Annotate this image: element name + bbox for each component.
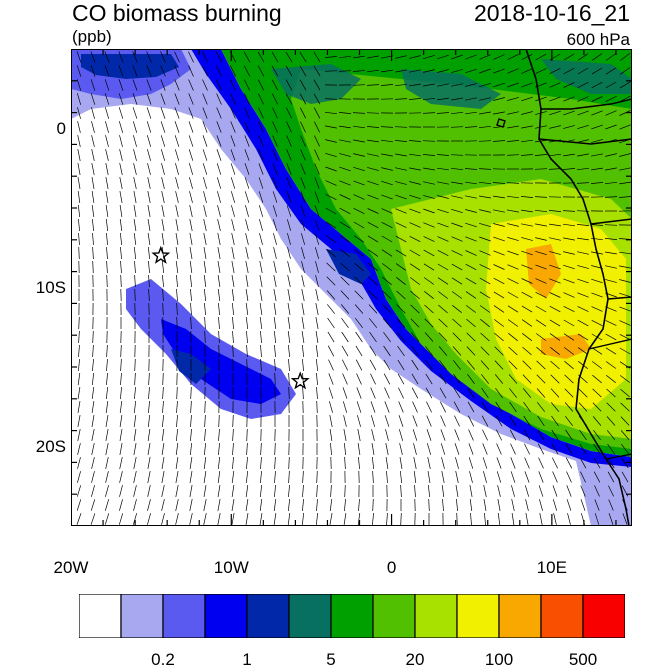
colorbar-box [79, 594, 121, 638]
colorbar-box [415, 594, 457, 638]
y-tick-label: 10S [0, 278, 66, 298]
colorbar-label: 1 [242, 650, 251, 670]
colorbar-label: 500 [569, 650, 597, 670]
colorbar-box [373, 594, 415, 638]
colorbar-box [331, 594, 373, 638]
x-tick-label: 10W [214, 558, 249, 578]
colorbar-box [289, 594, 331, 638]
x-tick-label: 20W [54, 558, 89, 578]
colorbar-box [121, 594, 163, 638]
units-label: (ppb) [72, 28, 112, 45]
pressure-level: 600 hPa [567, 31, 630, 48]
colorbar-box [457, 594, 499, 638]
colorbar-label: 100 [485, 650, 513, 670]
y-tick-label: 20S [0, 437, 66, 457]
colorbar-box [163, 594, 205, 638]
colorbar-label: 0.2 [151, 650, 175, 670]
x-tick-label: 10E [537, 558, 567, 578]
x-tick-label: 0 [387, 558, 396, 578]
colorbar-box [247, 594, 289, 638]
y-tick-label: 0 [0, 119, 66, 139]
map-title: CO biomass burning [72, 2, 282, 25]
colorbar-box [541, 594, 583, 638]
valid-datetime: 2018-10-16_21 [474, 2, 630, 25]
colorbar-label: 5 [326, 650, 335, 670]
colorbar-box [205, 594, 247, 638]
co-concentration-map [71, 49, 632, 526]
colorbar-box [499, 594, 541, 638]
colorbar-box [583, 594, 625, 638]
colorbar [79, 594, 625, 638]
colorbar-label: 20 [406, 650, 425, 670]
